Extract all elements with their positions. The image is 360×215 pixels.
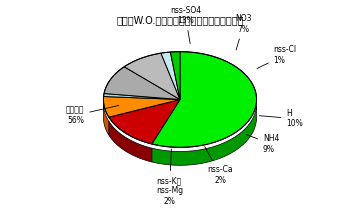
Polygon shape [161,52,180,100]
Polygon shape [152,52,257,147]
Polygon shape [104,67,180,100]
Polygon shape [152,106,256,165]
Text: 海塩成分
56%: 海塩成分 56% [66,105,119,125]
Text: H
10%: H 10% [259,109,303,128]
Polygon shape [104,94,180,100]
Text: NO3
7%: NO3 7% [235,14,252,50]
Text: nss-SO4
13%: nss-SO4 13% [170,6,201,44]
Text: nss-Cl
1%: nss-Cl 1% [257,45,297,69]
Polygon shape [109,100,180,144]
Text: NH4
9%: NH4 9% [246,134,279,154]
Polygon shape [124,53,180,100]
Text: 新正（W.O.法）原因別イオン成分（当量比）: 新正（W.O.法）原因別イオン成分（当量比） [116,15,244,25]
Text: nss-K、
nss-Mg
2%: nss-K、 nss-Mg 2% [156,149,183,206]
Polygon shape [103,97,180,117]
Text: nss-Ca
2%: nss-Ca 2% [205,147,233,185]
Polygon shape [170,52,180,100]
Polygon shape [103,104,109,135]
Polygon shape [109,121,152,162]
